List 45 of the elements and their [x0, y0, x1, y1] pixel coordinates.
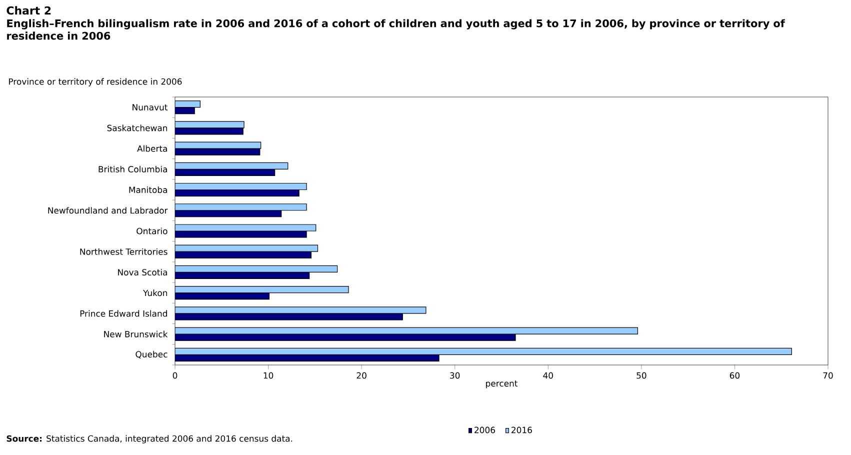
x-tick-label: 0 [172, 372, 178, 379]
text: Chart 2 [6, 6, 51, 15]
bar [175, 354, 440, 362]
bar [175, 162, 288, 170]
bar [175, 251, 312, 258]
bar [175, 182, 307, 190]
x-tick-label: 30 [450, 372, 460, 379]
chart-subtitle: English–French bilingualism rate in 2006 and 2016 of a cohort of children and youth aged 5 to 17 in 2006, by province or territory of residence in 2006 [7, 19, 786, 40]
x-tick-label: 60 [730, 372, 740, 379]
legend-label: 2006 [474, 426, 495, 434]
bar [175, 265, 338, 273]
y-tick-label: Nova Scotia [118, 268, 167, 276]
y-axis-title: Province or territory of residence in 2006 [9, 78, 182, 86]
y-tick-label: Alberta [137, 145, 167, 152]
y-tick-label: Quebec [136, 350, 168, 358]
x-axis-title: percent [486, 380, 518, 388]
bar [175, 168, 276, 176]
y-tick-label: Newfoundland and Labrador [48, 207, 168, 214]
x-tick-label: 20 [356, 372, 366, 379]
legend-label: 2016 [512, 426, 532, 434]
y-tick-label: Saskatchewan [107, 124, 168, 132]
bar [175, 292, 270, 300]
x-tick-label: 10 [264, 372, 274, 379]
bar [175, 100, 200, 108]
y-tick-label: Yukon [143, 290, 168, 296]
text: Source: Statistics Canada, integrated 2006 and 2016 census data. [6, 435, 292, 444]
x-tick-label: 50 [636, 372, 646, 379]
bar [175, 286, 349, 294]
bar [175, 128, 244, 135]
y-tick-label: Ontario [136, 228, 168, 234]
bar [175, 348, 792, 355]
y-tick-label: Nunavut [132, 104, 168, 110]
x-tick-label: 70 [823, 372, 833, 379]
x-tick-label: 40 [543, 372, 553, 379]
y-tick-label: British Columbia [98, 166, 167, 172]
bar [175, 272, 310, 280]
y-tick-label: New Brunswick [104, 330, 168, 338]
bar [175, 244, 318, 252]
y-tick-label: Manitoba [129, 186, 167, 194]
y-tick-label: Northwest Territories [80, 248, 168, 255]
bar [175, 121, 244, 128]
bar [175, 210, 282, 218]
y-tick-label: Prince Edward Island [80, 310, 167, 317]
bar [175, 189, 300, 197]
bar [175, 204, 307, 211]
